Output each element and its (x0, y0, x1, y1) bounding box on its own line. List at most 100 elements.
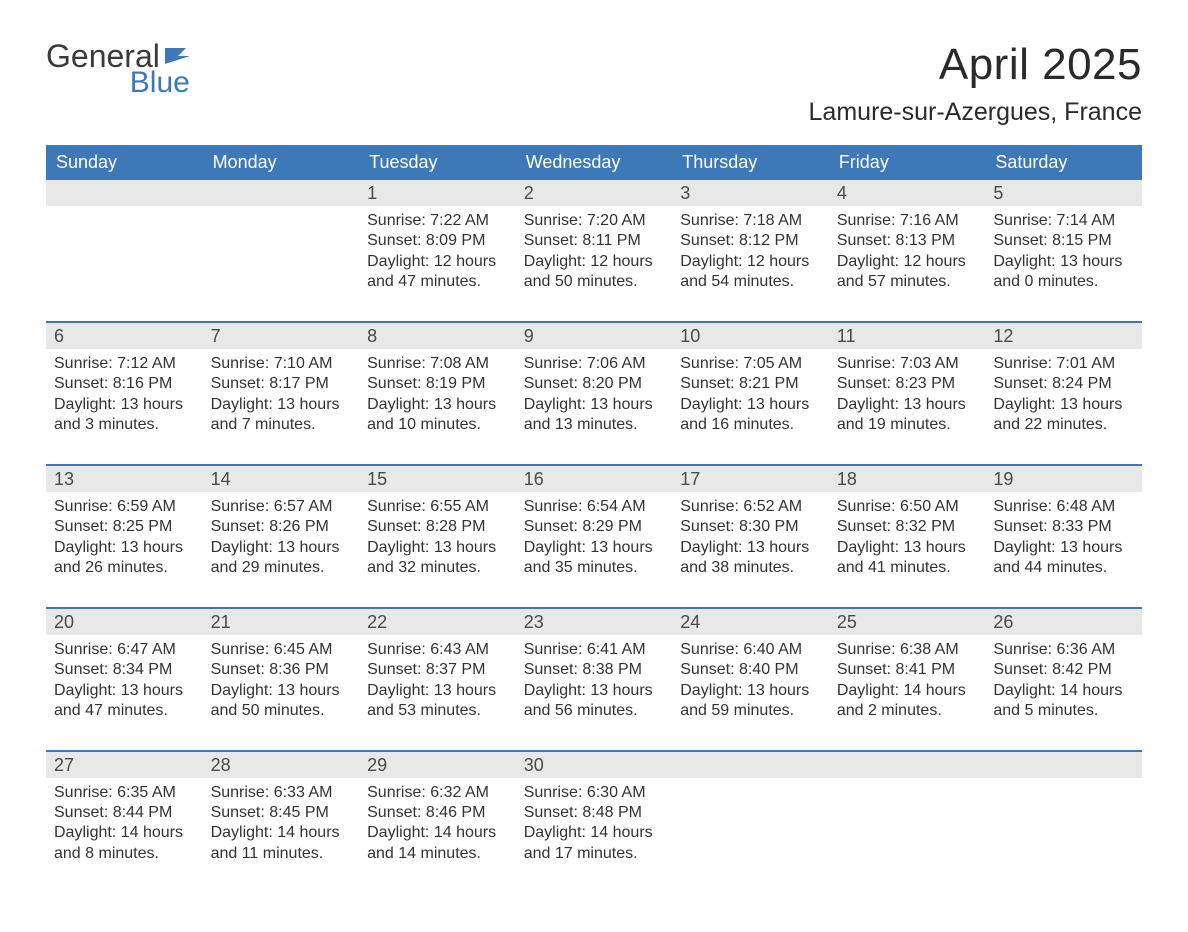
sunset-line: Sunset: 8:45 PM (211, 803, 352, 823)
day-details (46, 206, 203, 296)
sunrise-line: Sunrise: 7:14 AM (993, 211, 1134, 231)
sunset-line: Sunset: 8:11 PM (524, 231, 665, 251)
sunrise-line: Sunrise: 6:36 AM (993, 640, 1134, 660)
sunrise-line: Sunrise: 6:38 AM (837, 640, 978, 660)
day-number: 27 (46, 752, 203, 778)
daylight-line: Daylight: 12 hours and 47 minutes. (367, 252, 508, 293)
sunset-line: Sunset: 8:36 PM (211, 660, 352, 680)
day-number: 25 (829, 609, 986, 635)
daylight-line: Daylight: 14 hours and 8 minutes. (54, 823, 195, 864)
day-details: Sunrise: 6:57 AMSunset: 8:26 PMDaylight:… (203, 492, 360, 607)
sunrise-line: Sunrise: 6:55 AM (367, 497, 508, 517)
calendar-cell: 8Sunrise: 7:08 AMSunset: 8:19 PMDaylight… (359, 321, 516, 464)
calendar-cell: 2Sunrise: 7:20 AMSunset: 8:11 PMDaylight… (516, 180, 673, 321)
week-row: 13Sunrise: 6:59 AMSunset: 8:25 PMDayligh… (46, 464, 1142, 607)
sunrise-line: Sunrise: 7:01 AM (993, 354, 1134, 374)
day-details: Sunrise: 6:48 AMSunset: 8:33 PMDaylight:… (985, 492, 1142, 607)
calendar-cell (203, 180, 360, 321)
sunrise-line: Sunrise: 7:22 AM (367, 211, 508, 231)
calendar-cell (46, 180, 203, 321)
day-details (203, 206, 360, 296)
day-details: Sunrise: 7:08 AMSunset: 8:19 PMDaylight:… (359, 349, 516, 464)
sunrise-line: Sunrise: 7:20 AM (524, 211, 665, 231)
day-details: Sunrise: 6:55 AMSunset: 8:28 PMDaylight:… (359, 492, 516, 607)
calendar-cell: 28Sunrise: 6:33 AMSunset: 8:45 PMDayligh… (203, 750, 360, 893)
sunrise-line: Sunrise: 6:45 AM (211, 640, 352, 660)
sunrise-line: Sunrise: 7:06 AM (524, 354, 665, 374)
sunrise-line: Sunrise: 6:59 AM (54, 497, 195, 517)
sunrise-line: Sunrise: 7:10 AM (211, 354, 352, 374)
sunset-line: Sunset: 8:30 PM (680, 517, 821, 537)
day-details: Sunrise: 7:03 AMSunset: 8:23 PMDaylight:… (829, 349, 986, 464)
daylight-line: Daylight: 14 hours and 5 minutes. (993, 681, 1134, 722)
day-number: 16 (516, 466, 673, 492)
calendar-cell: 27Sunrise: 6:35 AMSunset: 8:44 PMDayligh… (46, 750, 203, 893)
day-details: Sunrise: 6:33 AMSunset: 8:45 PMDaylight:… (203, 778, 360, 893)
day-header: Thursday (672, 145, 829, 180)
week-row: 20Sunrise: 6:47 AMSunset: 8:34 PMDayligh… (46, 607, 1142, 750)
calendar-cell: 29Sunrise: 6:32 AMSunset: 8:46 PMDayligh… (359, 750, 516, 893)
sunrise-line: Sunrise: 6:47 AM (54, 640, 195, 660)
day-number: 19 (985, 466, 1142, 492)
day-number: 13 (46, 466, 203, 492)
day-number: 3 (672, 180, 829, 206)
logo-text-blue: Blue (114, 68, 190, 98)
daylight-line: Daylight: 12 hours and 50 minutes. (524, 252, 665, 293)
daylight-line: Daylight: 13 hours and 56 minutes. (524, 681, 665, 722)
sunset-line: Sunset: 8:24 PM (993, 374, 1134, 394)
calendar-table: SundayMondayTuesdayWednesdayThursdayFrid… (46, 145, 1142, 892)
week-row: 27Sunrise: 6:35 AMSunset: 8:44 PMDayligh… (46, 750, 1142, 893)
day-number (203, 180, 360, 206)
calendar-cell: 18Sunrise: 6:50 AMSunset: 8:32 PMDayligh… (829, 464, 986, 607)
daylight-line: Daylight: 13 hours and 26 minutes. (54, 538, 195, 579)
page-header: General Blue April 2025 Lamure-sur-Azerg… (46, 40, 1142, 127)
daylight-line: Daylight: 13 hours and 59 minutes. (680, 681, 821, 722)
daylight-line: Daylight: 13 hours and 35 minutes. (524, 538, 665, 579)
sunset-line: Sunset: 8:32 PM (837, 517, 978, 537)
sunset-line: Sunset: 8:17 PM (211, 374, 352, 394)
day-number: 6 (46, 323, 203, 349)
calendar-cell: 6Sunrise: 7:12 AMSunset: 8:16 PMDaylight… (46, 321, 203, 464)
logo: General Blue (46, 40, 190, 98)
calendar-cell: 19Sunrise: 6:48 AMSunset: 8:33 PMDayligh… (985, 464, 1142, 607)
day-details: Sunrise: 6:45 AMSunset: 8:36 PMDaylight:… (203, 635, 360, 750)
sunset-line: Sunset: 8:20 PM (524, 374, 665, 394)
sunrise-line: Sunrise: 7:16 AM (837, 211, 978, 231)
day-details: Sunrise: 7:20 AMSunset: 8:11 PMDaylight:… (516, 206, 673, 321)
sunrise-line: Sunrise: 6:43 AM (367, 640, 508, 660)
day-number (46, 180, 203, 206)
calendar-cell: 26Sunrise: 6:36 AMSunset: 8:42 PMDayligh… (985, 607, 1142, 750)
daylight-line: Daylight: 13 hours and 7 minutes. (211, 395, 352, 436)
sunrise-line: Sunrise: 6:48 AM (993, 497, 1134, 517)
day-details (672, 778, 829, 868)
calendar-cell (985, 750, 1142, 893)
day-number (829, 752, 986, 778)
day-details: Sunrise: 6:47 AMSunset: 8:34 PMDaylight:… (46, 635, 203, 750)
sunrise-line: Sunrise: 7:03 AM (837, 354, 978, 374)
day-details: Sunrise: 7:10 AMSunset: 8:17 PMDaylight:… (203, 349, 360, 464)
sunrise-line: Sunrise: 6:57 AM (211, 497, 352, 517)
day-header: Saturday (985, 145, 1142, 180)
daylight-line: Daylight: 14 hours and 17 minutes. (524, 823, 665, 864)
daylight-line: Daylight: 13 hours and 29 minutes. (211, 538, 352, 579)
sunrise-line: Sunrise: 6:50 AM (837, 497, 978, 517)
daylight-line: Daylight: 13 hours and 22 minutes. (993, 395, 1134, 436)
daylight-line: Daylight: 14 hours and 11 minutes. (211, 823, 352, 864)
day-details: Sunrise: 6:38 AMSunset: 8:41 PMDaylight:… (829, 635, 986, 750)
day-header: Friday (829, 145, 986, 180)
daylight-line: Daylight: 13 hours and 19 minutes. (837, 395, 978, 436)
day-number: 21 (203, 609, 360, 635)
day-details: Sunrise: 6:54 AMSunset: 8:29 PMDaylight:… (516, 492, 673, 607)
sunset-line: Sunset: 8:48 PM (524, 803, 665, 823)
day-details: Sunrise: 6:59 AMSunset: 8:25 PMDaylight:… (46, 492, 203, 607)
day-number: 14 (203, 466, 360, 492)
day-details: Sunrise: 7:18 AMSunset: 8:12 PMDaylight:… (672, 206, 829, 321)
calendar-cell: 15Sunrise: 6:55 AMSunset: 8:28 PMDayligh… (359, 464, 516, 607)
calendar-cell: 5Sunrise: 7:14 AMSunset: 8:15 PMDaylight… (985, 180, 1142, 321)
week-row: 6Sunrise: 7:12 AMSunset: 8:16 PMDaylight… (46, 321, 1142, 464)
day-number: 29 (359, 752, 516, 778)
day-details: Sunrise: 6:30 AMSunset: 8:48 PMDaylight:… (516, 778, 673, 893)
title-block: April 2025 Lamure-sur-Azergues, France (809, 40, 1142, 127)
daylight-line: Daylight: 13 hours and 38 minutes. (680, 538, 821, 579)
calendar-cell: 20Sunrise: 6:47 AMSunset: 8:34 PMDayligh… (46, 607, 203, 750)
